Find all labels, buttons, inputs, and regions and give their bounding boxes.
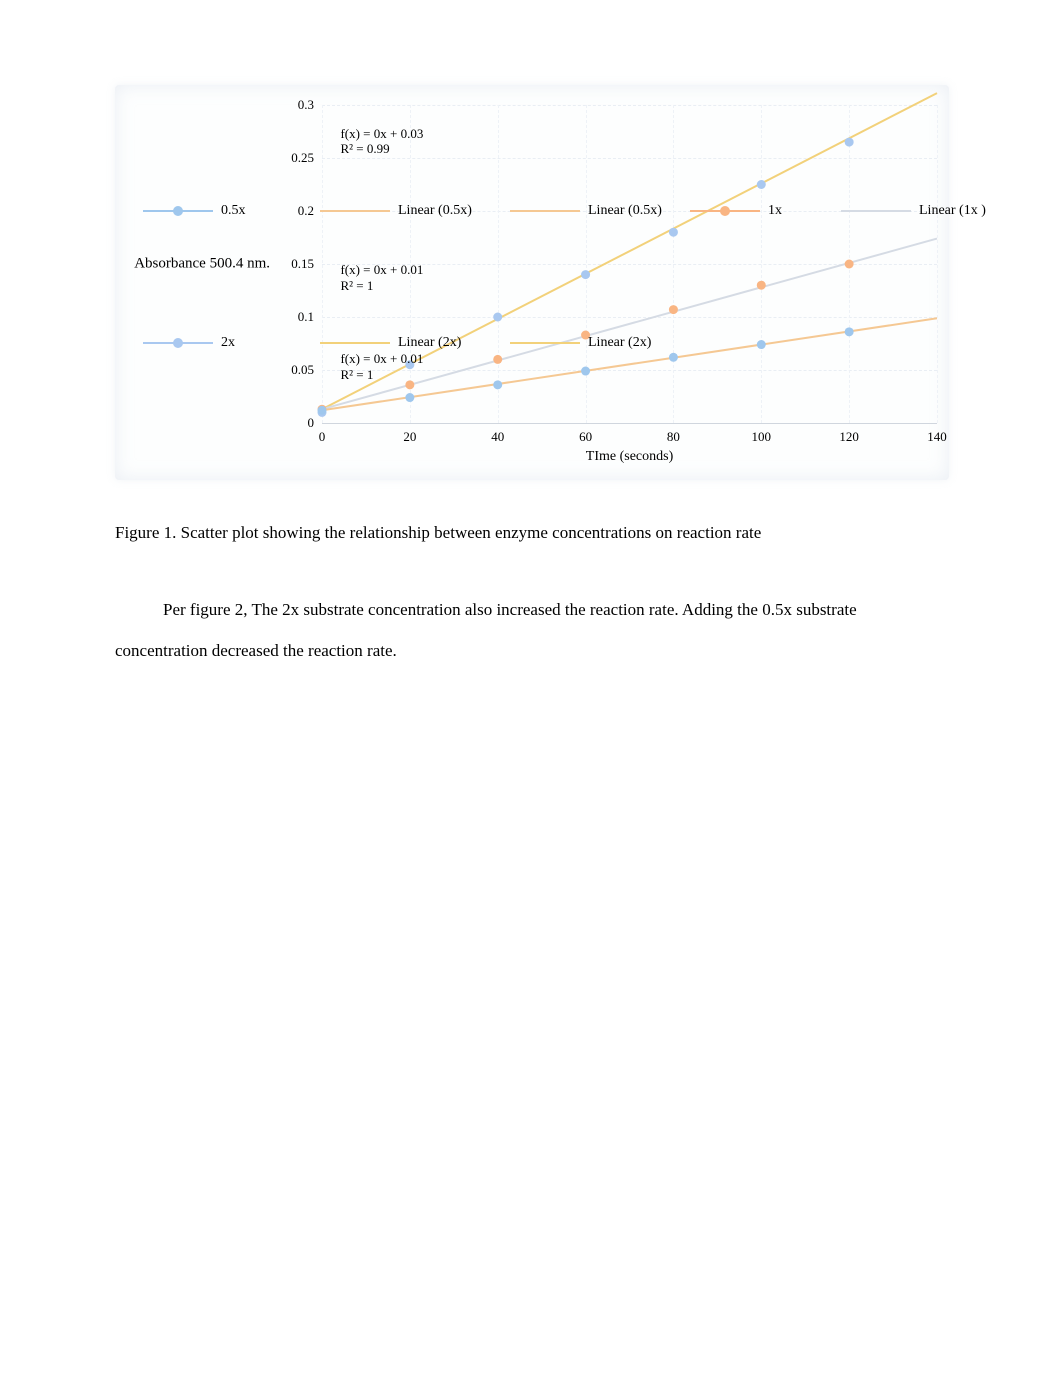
- data-point-s2x: [581, 270, 590, 279]
- data-point-s1x: [669, 305, 678, 314]
- legend-item: Linear (2x): [320, 335, 461, 351]
- xtick-label: 40: [491, 429, 504, 445]
- ytick-label: 0: [308, 415, 315, 431]
- legend-label: Linear (0.5x): [398, 203, 472, 219]
- data-point-s1x: [493, 355, 502, 364]
- ytick-label: 0.2: [298, 203, 314, 219]
- legend-item: 2x: [143, 335, 235, 351]
- legend-item: Linear (0.5x): [320, 203, 472, 219]
- y-axis-label: Absorbance 500.4 nm.: [134, 256, 270, 273]
- data-point-s05x: [581, 367, 590, 376]
- equation-line2: R² = 1: [340, 278, 423, 294]
- ytick-label: 0.25: [291, 150, 314, 166]
- data-point-s2x: [669, 228, 678, 237]
- xtick-label: 140: [927, 429, 947, 445]
- gridline-x: [937, 105, 938, 423]
- figure-caption: Figure 1. Scatter plot showing the relat…: [115, 520, 949, 546]
- data-point-s1x: [845, 260, 854, 269]
- equation-annotation: f(x) = 0x + 0.03R² = 0.99: [340, 126, 423, 157]
- plot-area: 00.050.10.150.20.250.3020406080100120140…: [322, 105, 937, 423]
- legend-line-swatch: [320, 337, 390, 349]
- xtick-label: 120: [839, 429, 859, 445]
- legend-marker-swatch: [143, 205, 213, 217]
- data-point-s05x: [405, 393, 414, 402]
- legend-label: Linear (1x ): [919, 203, 986, 219]
- legend-label: Linear (2x): [398, 335, 461, 351]
- data-point-s05x: [318, 406, 327, 415]
- legend-label: 1x: [768, 203, 782, 219]
- xtick-label: 60: [579, 429, 592, 445]
- equation-line1: f(x) = 0x + 0.01: [340, 262, 423, 278]
- legend-marker-swatch: [690, 205, 760, 217]
- legend-item: 1x: [690, 203, 782, 219]
- equation-annotation: f(x) = 0x + 0.01R² = 1: [340, 351, 423, 382]
- legend-item: 0.5x: [143, 203, 246, 219]
- legend-line-swatch: [510, 205, 580, 217]
- data-point-s2x: [757, 180, 766, 189]
- legend-item: Linear (2x): [510, 335, 651, 351]
- data-point-s1x: [757, 281, 766, 290]
- equation-line1: f(x) = 0x + 0.03: [340, 126, 423, 142]
- body-paragraph: Per figure 2, The 2x substrate concentra…: [115, 590, 949, 672]
- legend-item: Linear (0.5x): [510, 203, 662, 219]
- legend-marker-swatch: [143, 337, 213, 349]
- ytick-label: 0.15: [291, 256, 314, 272]
- data-point-s2x: [845, 138, 854, 147]
- equation-line1: f(x) = 0x + 0.01: [340, 351, 423, 367]
- equation-line2: R² = 1: [340, 367, 423, 383]
- page: 0 0.05 0.1 0.15 0.2 0.25 0.3 0 20 40 60 80 100 120 140…: [0, 0, 1062, 1377]
- data-point-s2x: [493, 313, 502, 322]
- data-point-s05x: [669, 353, 678, 362]
- xtick-label: 80: [667, 429, 680, 445]
- xtick-label: 0: [319, 429, 326, 445]
- gridline-y: [322, 423, 937, 424]
- bottom-fade: [0, 1257, 1062, 1377]
- legend-label: 2x: [221, 335, 235, 351]
- legend-label: Linear (2x): [588, 335, 651, 351]
- xtick-label: 20: [403, 429, 416, 445]
- ytick-label: 0.05: [291, 362, 314, 378]
- xtick-label: 100: [752, 429, 772, 445]
- legend-line-swatch: [320, 205, 390, 217]
- data-point-s05x: [757, 340, 766, 349]
- data-point-s05x: [493, 380, 502, 389]
- ytick-label: 0.1: [298, 309, 314, 325]
- chart-container: 0 0.05 0.1 0.15 0.2 0.25 0.3 0 20 40 60 80 100 120 140…: [115, 85, 949, 480]
- legend-line-swatch: [841, 205, 911, 217]
- legend-item: Linear (1x ): [841, 203, 986, 219]
- legend-line-swatch: [510, 337, 580, 349]
- legend-label: 0.5x: [221, 203, 246, 219]
- ytick-label: 0.3: [298, 97, 314, 113]
- equation-annotation: f(x) = 0x + 0.01R² = 1: [340, 262, 423, 293]
- equation-line2: R² = 0.99: [340, 141, 423, 157]
- data-point-s05x: [845, 327, 854, 336]
- legend-label: Linear (0.5x): [588, 203, 662, 219]
- x-axis-label: TIme (seconds): [586, 449, 673, 465]
